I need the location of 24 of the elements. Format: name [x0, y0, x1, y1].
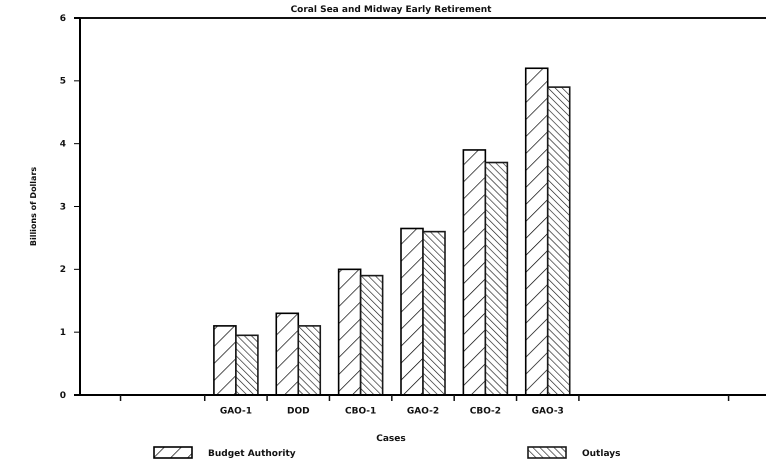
x-axis-title: Cases	[376, 434, 406, 444]
bar	[297, 325, 322, 396]
y-tick-label: 4	[60, 140, 66, 150]
bar	[546, 86, 571, 396]
y-tick-label: 6	[60, 14, 66, 24]
y-tick-label: 2	[60, 265, 66, 276]
x-tick-label: CBO-2	[470, 406, 502, 416]
chart-title: Coral Sea and Midway Early Retirement	[290, 5, 492, 15]
x-tick-label: GAO-2	[406, 406, 440, 416]
legend-label: Budget Authority	[208, 449, 296, 459]
bar	[484, 162, 508, 396]
x-tick-label: GAO-1	[220, 406, 252, 416]
y-axis-title: Billions of Dollars	[29, 166, 38, 246]
legend-label: Outlays	[582, 449, 620, 459]
x-tick-label: DOD	[286, 406, 310, 416]
y-tick-label: 5	[60, 76, 66, 87]
y-tick-label: 0	[60, 390, 66, 401]
x-tick-label: GAO-3	[532, 406, 564, 416]
y-tick-label: 3	[60, 202, 66, 212]
y-tick-label: 1	[60, 328, 66, 338]
bar	[360, 274, 384, 396]
bar	[422, 230, 446, 396]
bar	[235, 334, 259, 396]
x-tick-label: CBO-1	[344, 406, 376, 416]
